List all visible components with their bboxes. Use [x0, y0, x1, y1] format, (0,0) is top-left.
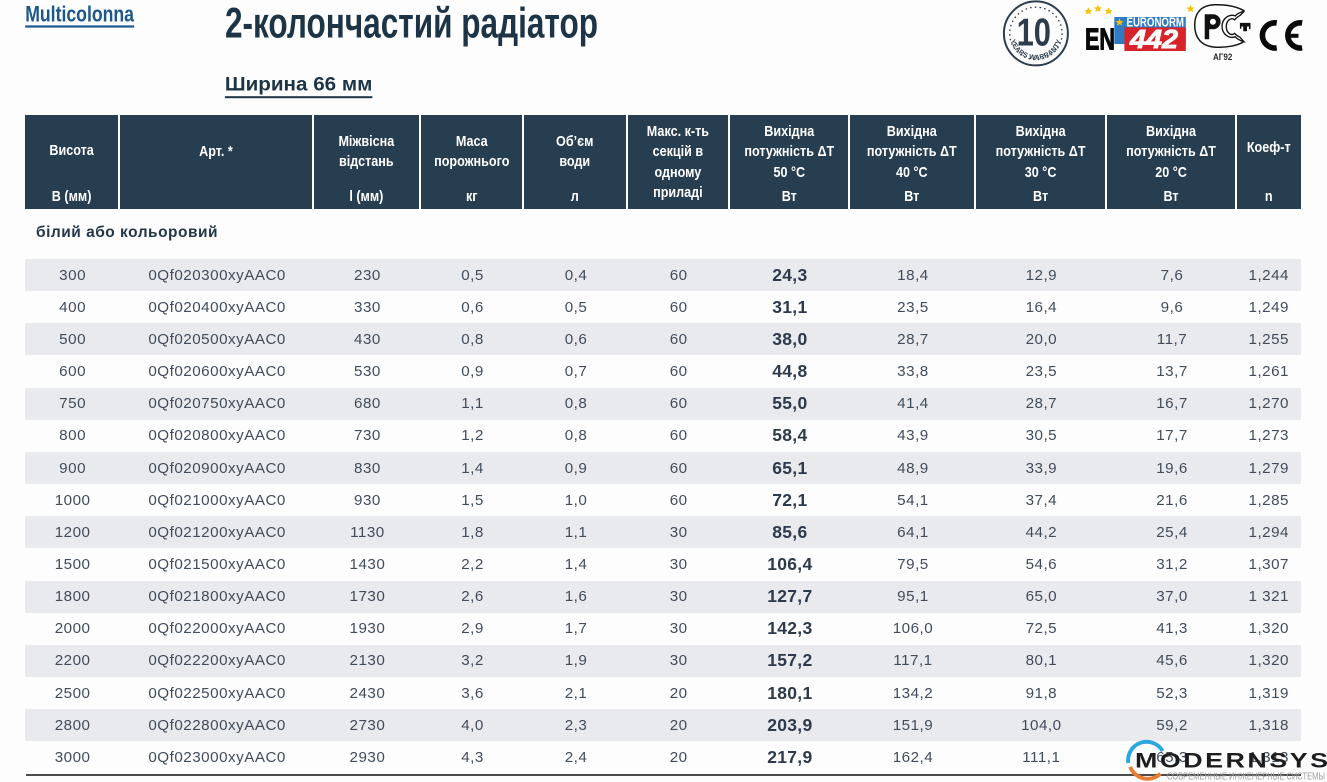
- svg-text:YEARS WARRANTY: YEARS WARRANTY: [1009, 38, 1064, 61]
- svg-text:10: 10: [1017, 11, 1051, 54]
- svg-text:EN: EN: [1085, 23, 1115, 57]
- svg-text:АГ92: АГ92: [1213, 52, 1232, 63]
- svg-text:Ширина 66 мм: Ширина 66 мм: [225, 73, 373, 95]
- svg-text:EURONORM: EURONORM: [1127, 16, 1185, 30]
- svg-text:442: 442: [1129, 24, 1179, 54]
- svg-text:Multicolonna: Multicolonna: [25, 2, 134, 27]
- svg-text:2-колончастий радіатор: 2-колончастий радіатор: [225, 0, 598, 47]
